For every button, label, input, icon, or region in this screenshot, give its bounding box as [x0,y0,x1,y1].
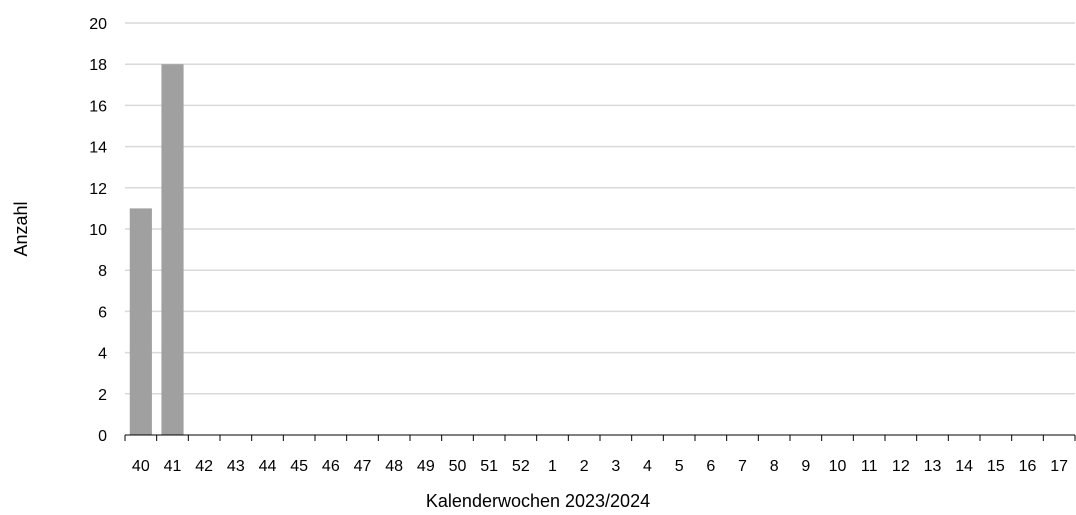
x-tick-label: 10 [829,458,847,475]
y-axis-title: Anzahl [11,201,31,256]
x-tick-label: 47 [354,458,372,475]
x-tick-label: 15 [987,458,1005,475]
x-tick-label: 42 [195,458,213,475]
x-tick-label: 5 [675,458,684,475]
y-tick-label: 18 [89,57,107,74]
y-tick-label: 10 [89,222,107,239]
x-tick-label: 51 [480,458,498,475]
y-tick-label: 20 [89,16,107,33]
x-tick-label: 16 [1019,458,1037,475]
x-tick-label: 43 [227,458,245,475]
y-tick-label: 14 [89,140,107,157]
x-tick-label: 2 [580,458,589,475]
bar [129,208,152,435]
x-tick-label: 49 [417,458,435,475]
y-tick-label: 6 [98,304,107,321]
x-tick-label: 44 [259,458,277,475]
y-tick-label: 16 [89,98,107,115]
x-tick-label: 46 [322,458,340,475]
x-tick-labels: 40 41 42 43 44 45 46 47 48 49 50 51 52 1 2 3 4 5 6 7 8 9 10 11 1… [132,458,1068,475]
x-tick-label: 6 [706,458,715,475]
x-tick-label: 3 [611,458,620,475]
y-tick-label: 2 [98,387,107,404]
x-tick-label: 50 [449,458,467,475]
bars [129,64,184,435]
x-tick-label: 1 [548,458,557,475]
x-tick-label: 9 [801,458,810,475]
y-tick-label: 12 [89,181,107,198]
x-tick-label: 8 [770,458,779,475]
x-tick-label: 14 [955,458,973,475]
x-tick-label: 12 [892,458,910,475]
x-axis-title: Kalenderwochen 2023/2024 [426,491,650,511]
x-tick-label: 45 [290,458,308,475]
x-tick-label: 41 [164,458,182,475]
x-tick-label: 17 [1050,458,1068,475]
bar [161,64,184,435]
x-axis [124,434,1076,441]
x-tick-label: 11 [861,458,878,475]
x-tick-label: 13 [924,458,942,475]
x-tick-label: 4 [643,458,652,475]
gridlines [125,22,1075,395]
x-tick-label: 7 [738,458,747,475]
x-tick-label: 52 [512,458,530,475]
y-tick-labels: 0 2 4 6 8 10 12 14 16 18 20 [89,16,107,445]
y-tick-label: 8 [98,263,107,280]
x-tick-label: 40 [132,458,150,475]
x-tick-label: 48 [385,458,403,475]
y-tick-label: 0 [98,428,107,445]
y-tick-label: 4 [98,346,107,363]
